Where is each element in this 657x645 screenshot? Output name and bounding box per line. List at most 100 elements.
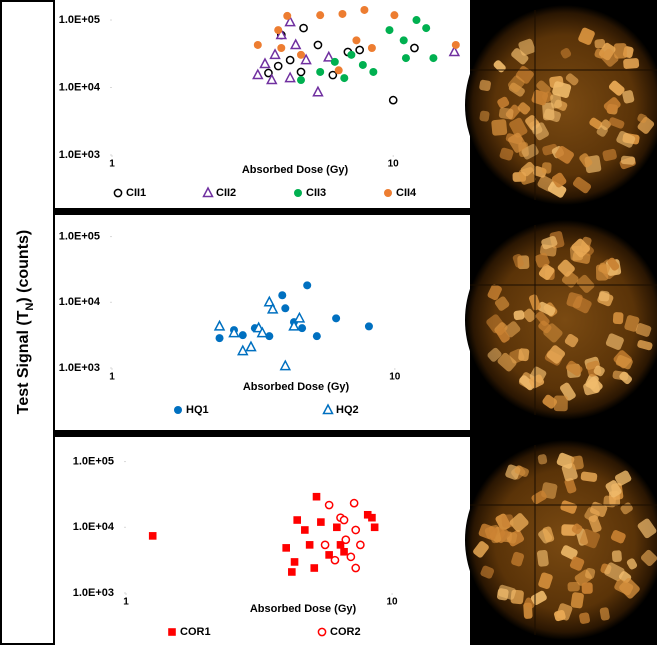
point xyxy=(263,295,276,307)
grain xyxy=(586,376,603,393)
grain xyxy=(560,500,577,514)
point xyxy=(332,314,341,323)
grain xyxy=(567,581,580,592)
point xyxy=(385,26,394,35)
grain xyxy=(607,257,620,271)
grain xyxy=(494,296,510,311)
grain xyxy=(626,558,638,570)
y-axis-label: Test Signal (TN) (counts) xyxy=(15,230,36,415)
point xyxy=(340,74,349,83)
y-tick-label: 1.0E+05 xyxy=(59,230,100,242)
x-tick-label: 1 xyxy=(109,372,115,383)
point xyxy=(316,11,325,20)
point xyxy=(412,16,421,25)
grain xyxy=(499,147,514,161)
point xyxy=(148,532,157,540)
point xyxy=(279,359,292,371)
grain xyxy=(593,365,605,377)
point xyxy=(252,68,264,80)
grain xyxy=(514,465,529,477)
point xyxy=(388,95,398,105)
grain xyxy=(600,48,619,67)
grain xyxy=(605,333,624,350)
x-tick-label: 10 xyxy=(387,597,399,608)
x-tick-label: 10 xyxy=(389,372,401,383)
grain xyxy=(513,310,525,321)
point xyxy=(228,326,240,338)
grain xyxy=(605,480,622,498)
point xyxy=(283,11,292,20)
grain xyxy=(610,530,626,544)
grain xyxy=(554,610,566,622)
grain xyxy=(537,454,548,465)
point xyxy=(364,322,373,331)
x-axis-label: Absorbed Dose (Gy) xyxy=(243,381,350,393)
grain xyxy=(520,161,536,177)
grain xyxy=(541,162,552,174)
grain xyxy=(495,326,510,343)
grain xyxy=(612,312,624,325)
point xyxy=(213,319,226,331)
grain xyxy=(570,592,584,609)
panel xyxy=(55,215,470,430)
grain xyxy=(564,333,579,348)
grain xyxy=(535,311,550,326)
grain xyxy=(518,38,536,56)
point xyxy=(274,26,283,35)
x-axis-label: Absorbed Dose (Gy) xyxy=(250,603,357,615)
point xyxy=(334,66,343,75)
point xyxy=(296,67,306,77)
grain xyxy=(536,80,551,95)
point xyxy=(356,540,365,550)
grain xyxy=(542,526,555,543)
y-tick-label: 1.0E+03 xyxy=(73,587,114,599)
point xyxy=(333,523,341,532)
grain xyxy=(614,470,632,486)
y-label-part: ) (counts) xyxy=(15,230,32,303)
point xyxy=(340,547,348,556)
point xyxy=(369,67,378,76)
grain xyxy=(512,253,524,268)
point xyxy=(346,552,356,562)
grain xyxy=(589,501,608,517)
grain xyxy=(571,455,584,470)
grain xyxy=(564,477,577,494)
point xyxy=(289,38,302,50)
grain xyxy=(493,60,506,73)
grain xyxy=(536,549,549,567)
grain xyxy=(640,549,657,567)
point xyxy=(312,492,321,501)
grain xyxy=(608,117,625,129)
grain xyxy=(496,588,509,601)
legend-label: CII3 xyxy=(306,187,326,199)
point xyxy=(360,5,369,14)
grain xyxy=(572,176,592,194)
point xyxy=(293,311,306,323)
point xyxy=(282,544,290,552)
point xyxy=(410,43,419,53)
point xyxy=(281,304,290,313)
grain xyxy=(497,96,510,109)
grain xyxy=(603,97,621,114)
point xyxy=(288,568,296,576)
point xyxy=(310,564,319,572)
point xyxy=(313,40,323,50)
point xyxy=(305,541,314,549)
grain xyxy=(581,582,593,594)
point xyxy=(256,326,269,338)
grain xyxy=(479,79,491,92)
grain xyxy=(531,89,549,106)
grain xyxy=(602,148,617,162)
grain xyxy=(598,290,610,302)
point xyxy=(351,525,361,535)
point xyxy=(451,40,460,49)
y-label-sub: N xyxy=(24,303,36,311)
point xyxy=(316,67,325,76)
grain xyxy=(580,471,598,482)
grain xyxy=(542,102,555,121)
grain xyxy=(557,259,575,277)
grain xyxy=(552,81,572,98)
grain xyxy=(560,382,576,401)
y-tick-label: 1.0E+04 xyxy=(59,81,101,93)
